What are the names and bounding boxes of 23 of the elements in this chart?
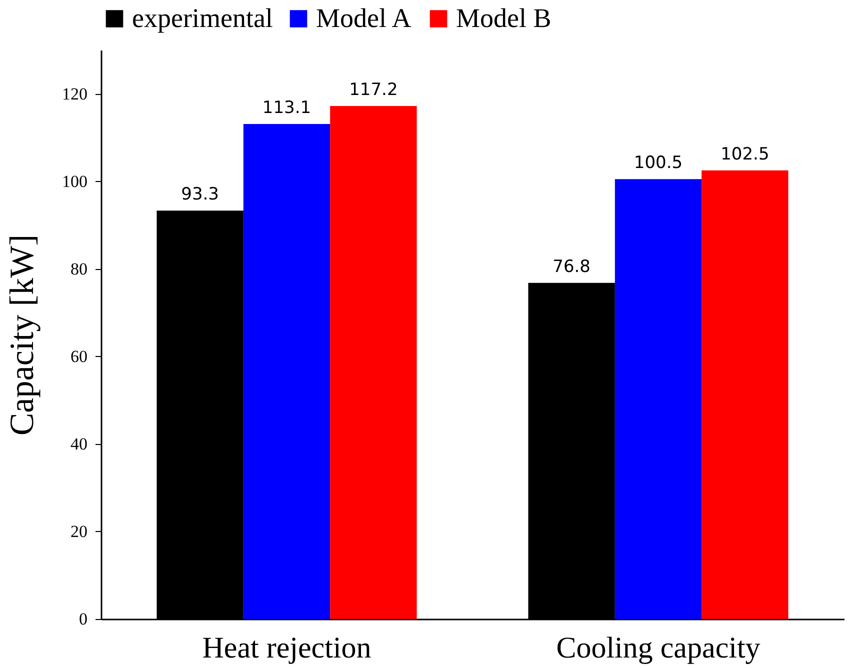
- y-tick-label: 60: [70, 346, 88, 366]
- y-tick-label: 100: [62, 172, 88, 191]
- y-tick-label: 120: [62, 84, 88, 104]
- bar: [243, 124, 330, 619]
- data-label: 93.3: [181, 184, 219, 205]
- data-label: 76.8: [552, 256, 590, 277]
- y-tick-label: 20: [70, 522, 88, 541]
- y-tick-label: 80: [70, 259, 88, 278]
- legend-label: Model B: [456, 2, 552, 33]
- y-tick-label: 40: [70, 434, 88, 454]
- data-label: 100.5: [634, 153, 683, 174]
- legend-label: experimental: [132, 2, 273, 33]
- data-label: 102.5: [720, 144, 770, 164]
- bar: [702, 170, 788, 619]
- x-tick-label: Heat rejection: [202, 632, 372, 664]
- x-tick-label: Cooling capacity: [556, 632, 760, 664]
- data-label: 113.1: [262, 98, 312, 118]
- data-label: 117.2: [349, 80, 398, 100]
- y-axis-title: Capacity [kW]: [4, 234, 41, 436]
- y-tick-label: 0: [79, 610, 88, 628]
- legend-label: Model A: [316, 2, 412, 33]
- bar: [330, 106, 417, 619]
- bar: [614, 179, 702, 619]
